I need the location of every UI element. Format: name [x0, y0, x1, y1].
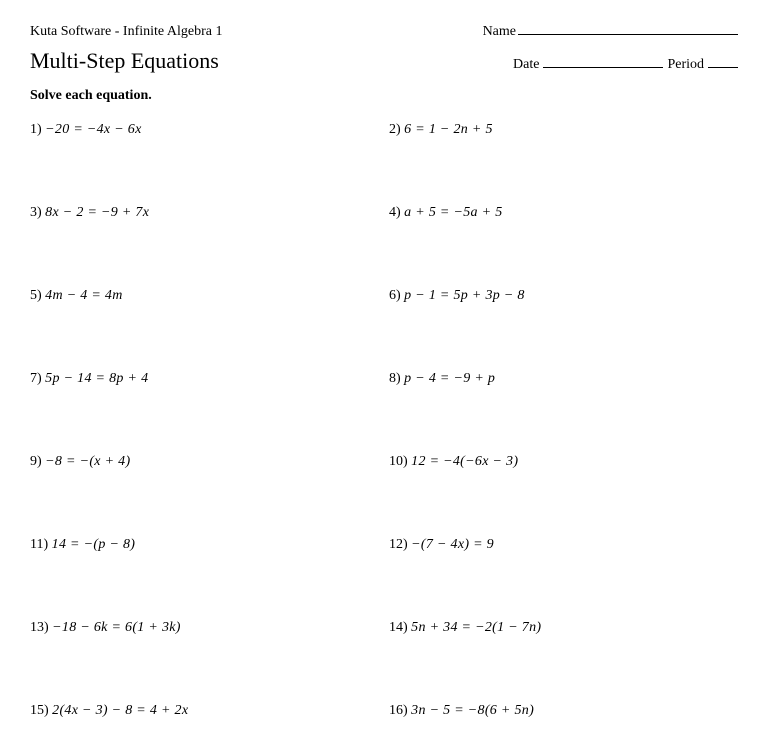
problem-num: 1): [30, 122, 42, 137]
problem-equation: −8 = −(x + 4): [45, 454, 130, 469]
problem-num: 3): [30, 205, 42, 220]
problem-7: 7) 5p − 14 = 8p + 4: [30, 371, 379, 387]
problem-equation: 6 = 1 − 2n + 5: [404, 122, 493, 137]
period-label: Period: [667, 57, 704, 73]
problem-num: 7): [30, 371, 42, 386]
problem-num: 13): [30, 620, 49, 635]
source-text: Kuta Software - Infinite Algebra 1: [30, 24, 222, 40]
problem-6: 6) p − 1 = 5p + 3p − 8: [389, 288, 738, 304]
problem-num: 8): [389, 371, 401, 386]
problem-8: 8) p − 4 = −9 + p: [389, 371, 738, 387]
problem-equation: p − 4 = −9 + p: [404, 371, 495, 386]
problem-num: 15): [30, 703, 49, 718]
problem-num: 14): [389, 620, 408, 635]
problem-15: 15) 2(4x − 3) − 8 = 4 + 2x: [30, 703, 379, 719]
problem-equation: 14 = −(p − 8): [52, 537, 136, 552]
title-row: Multi-Step Equations Date Period: [30, 48, 738, 74]
problem-equation: p − 1 = 5p + 3p − 8: [404, 288, 525, 303]
problem-equation: 2(4x − 3) − 8 = 4 + 2x: [52, 703, 188, 718]
problem-equation: 5p − 14 = 8p + 4: [45, 371, 148, 386]
name-field: Name: [483, 24, 738, 40]
problem-1: 1) −20 = −4x − 6x: [30, 122, 379, 138]
name-underline: [518, 34, 738, 35]
date-underline: [543, 67, 663, 68]
name-label: Name: [483, 24, 516, 40]
problem-13: 13) −18 − 6k = 6(1 + 3k): [30, 620, 379, 636]
period-underline: [708, 67, 738, 68]
date-label: Date: [513, 57, 539, 73]
worksheet-title: Multi-Step Equations: [30, 48, 219, 74]
problem-10: 10) 12 = −4(−6x − 3): [389, 454, 738, 470]
date-period-fields: Date Period: [513, 57, 738, 73]
problem-equation: 12 = −4(−6x − 3): [411, 454, 518, 469]
problem-equation: 5n + 34 = −2(1 − 7n): [411, 620, 541, 635]
problem-num: 12): [389, 537, 408, 552]
problem-num: 9): [30, 454, 42, 469]
problem-11: 11) 14 = −(p − 8): [30, 537, 379, 553]
header-row: Kuta Software - Infinite Algebra 1 Name: [30, 24, 738, 40]
problem-num: 2): [389, 122, 401, 137]
problem-3: 3) 8x − 2 = −9 + 7x: [30, 205, 379, 221]
problem-equation: 3n − 5 = −8(6 + 5n): [411, 703, 534, 718]
problem-num: 6): [389, 288, 401, 303]
problem-equation: −(7 − 4x) = 9: [411, 537, 494, 552]
problem-num: 10): [389, 454, 408, 469]
problem-num: 16): [389, 703, 408, 718]
problem-14: 14) 5n + 34 = −2(1 − 7n): [389, 620, 738, 636]
problem-num: 11): [30, 537, 48, 552]
problem-12: 12) −(7 − 4x) = 9: [389, 537, 738, 553]
problem-equation: 8x − 2 = −9 + 7x: [45, 205, 149, 220]
problem-equation: −18 − 6k = 6(1 + 3k): [52, 620, 181, 635]
problem-equation: a + 5 = −5a + 5: [404, 205, 502, 220]
problem-5: 5) 4m − 4 = 4m: [30, 288, 379, 304]
problem-equation: −20 = −4x − 6x: [45, 122, 141, 137]
problem-16: 16) 3n − 5 = −8(6 + 5n): [389, 703, 738, 719]
problem-equation: 4m − 4 = 4m: [45, 288, 122, 303]
problem-num: 4): [389, 205, 401, 220]
problem-2: 2) 6 = 1 − 2n + 5: [389, 122, 738, 138]
instruction-text: Solve each equation.: [30, 88, 738, 104]
problem-9: 9) −8 = −(x + 4): [30, 454, 379, 470]
problem-num: 5): [30, 288, 42, 303]
problems-grid: 1) −20 = −4x − 6x 2) 6 = 1 − 2n + 5 3) 8…: [30, 122, 738, 719]
problem-4: 4) a + 5 = −5a + 5: [389, 205, 738, 221]
